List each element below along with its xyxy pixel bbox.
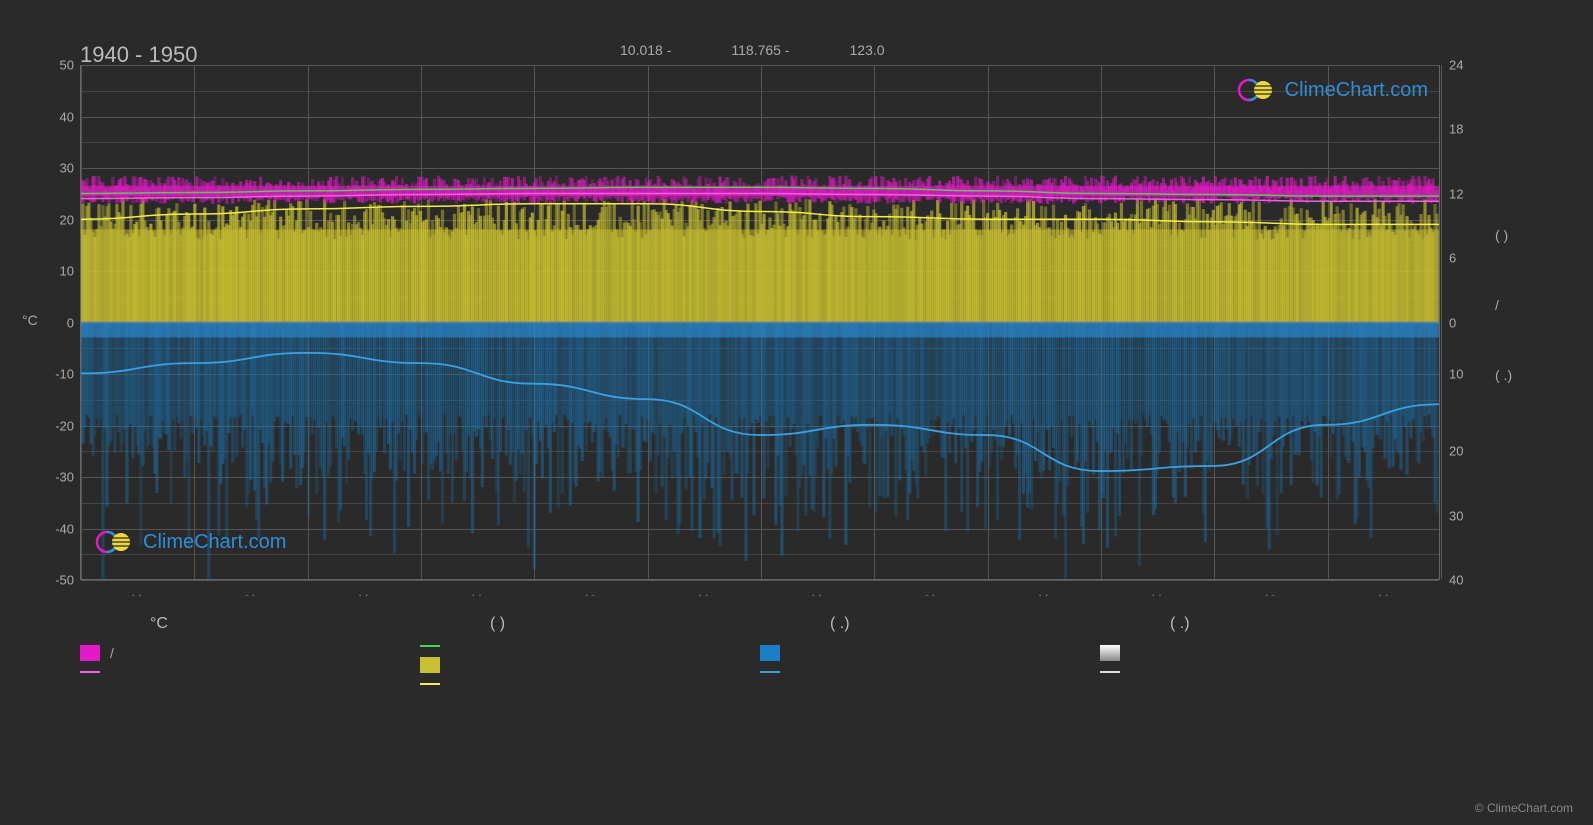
logo-text-top: ClimeChart.com <box>1285 79 1428 102</box>
legend-swatch <box>420 645 440 647</box>
y-axis-right: 2418126010203040 <box>1445 65 1475 580</box>
x-tick: . . <box>698 585 708 599</box>
logo-icon <box>1237 78 1277 102</box>
y-right-side-label: ( .) <box>1495 340 1593 410</box>
legend-item <box>760 671 1100 673</box>
y-right-tick: 12 <box>1449 186 1463 201</box>
y-right-tick: 18 <box>1449 122 1463 137</box>
legend-swatch <box>760 645 780 661</box>
x-tick: . . <box>1038 585 1048 599</box>
y-right-tick: 10 <box>1449 367 1463 382</box>
legend-item <box>420 683 760 685</box>
x-tick: . . <box>245 585 255 599</box>
y-left-label: °C <box>22 312 38 328</box>
x-tick: . . <box>1152 585 1162 599</box>
legend-item <box>420 645 760 647</box>
header-val3: 123.0 <box>850 42 885 58</box>
y-right-tick: 20 <box>1449 444 1463 459</box>
legend-swatch <box>80 671 100 673</box>
legend-item <box>1100 645 1440 661</box>
legend-swatch <box>80 645 100 661</box>
y-left-tick: 30 <box>60 161 74 176</box>
y-left-tick: -10 <box>55 367 74 382</box>
legend-swatch <box>1100 645 1120 661</box>
header-val2: 118.765 - <box>731 42 789 58</box>
x-tick: . . <box>1378 585 1388 599</box>
y-right-side-label: ( ) <box>1495 200 1593 270</box>
y-right-tick: 24 <box>1449 58 1463 73</box>
legend-item <box>760 645 1100 661</box>
legend-header: ( ) <box>420 615 760 633</box>
legend-header: °C <box>80 615 420 633</box>
legend-swatch <box>420 683 440 685</box>
x-tick: . . <box>1265 585 1275 599</box>
logo-text-bottom: ClimeChart.com <box>143 531 286 554</box>
header-info: 10.018 - 118.765 - 123.0 <box>620 42 885 58</box>
copyright: © ClimeChart.com <box>1475 801 1573 815</box>
x-tick: . . <box>812 585 822 599</box>
header-val1: 10.018 - <box>620 42 671 58</box>
y-left-tick: -40 <box>55 521 74 536</box>
legend-headers: °C( )( .)( .) <box>80 615 1440 633</box>
legend-header: ( .) <box>760 615 1100 633</box>
legend-item <box>1100 671 1440 673</box>
legend-item: / <box>80 645 420 661</box>
logo-top: ClimeChart.com <box>1237 78 1428 102</box>
legend-swatch <box>1100 671 1120 673</box>
y-right-side-label: / <box>1495 270 1593 340</box>
y-left-tick: -20 <box>55 418 74 433</box>
logo-icon <box>95 530 135 554</box>
legend-items: / <box>80 645 1440 685</box>
y-axis-left: 50403020100-10-20-30-40-50 <box>40 65 78 580</box>
chart-plot-area <box>80 65 1440 580</box>
x-tick: . . <box>585 585 595 599</box>
y-left-tick: 0 <box>67 315 74 330</box>
y-left-tick: 50 <box>60 58 74 73</box>
y-right-tick: 30 <box>1449 508 1463 523</box>
y-left-tick: 40 <box>60 109 74 124</box>
legend-label: / <box>110 645 114 661</box>
legend-item <box>80 671 420 673</box>
legend-header: ( .) <box>1100 615 1440 633</box>
y-right-tick: 0 <box>1449 315 1456 330</box>
x-axis: . . . . . . . . . . . . . . . . . . . . . . . . <box>80 585 1440 605</box>
y-left-tick: 10 <box>60 264 74 279</box>
legend-swatch <box>420 657 440 673</box>
x-tick: . . <box>132 585 142 599</box>
y-right-label: ( )/( .) <box>1495 200 1593 410</box>
logo-bottom: ClimeChart.com <box>95 530 286 554</box>
y-left-tick: -30 <box>55 470 74 485</box>
legend-swatch <box>760 671 780 673</box>
x-tick: . . <box>472 585 482 599</box>
x-tick: . . <box>358 585 368 599</box>
y-right-tick: 40 <box>1449 573 1463 588</box>
x-tick: . . <box>925 585 935 599</box>
y-left-tick: -50 <box>55 573 74 588</box>
y-left-tick: 20 <box>60 212 74 227</box>
legend-item <box>420 657 760 673</box>
y-right-tick: 6 <box>1449 251 1456 266</box>
